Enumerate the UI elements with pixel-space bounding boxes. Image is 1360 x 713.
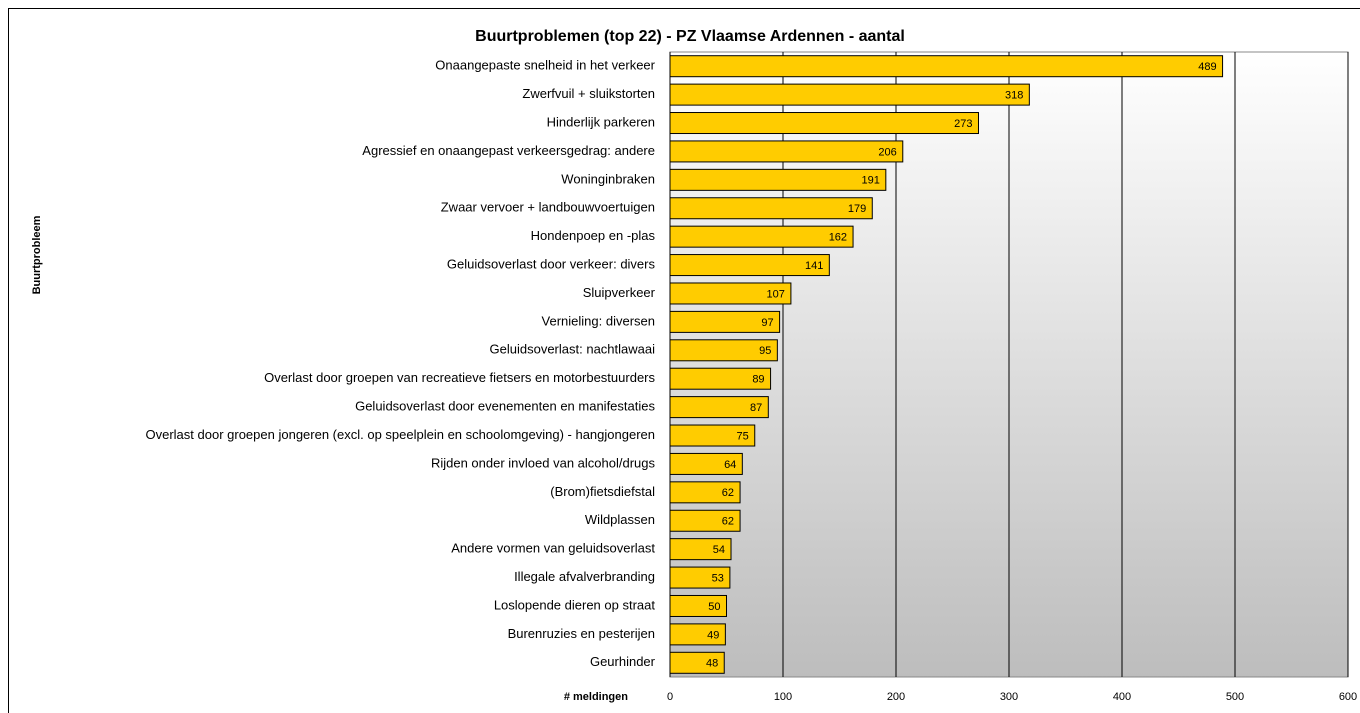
y-tick-label: Overlast door groepen jongeren (excl. op… [146,427,656,442]
value-label: 75 [737,430,749,442]
chart-title: Buurtproblemen (top 22) - PZ Vlaamse Ard… [475,28,905,45]
y-tick-label: Geluidsoverlast door evenementen en mani… [355,399,655,414]
y-tick-label: Loslopende dieren op straat [494,597,656,612]
y-tick-label: Agressief en onaangepast verkeersgedrag:… [362,143,655,158]
value-label: 141 [805,260,823,272]
value-label: 318 [1005,90,1023,102]
value-label: 62 [722,516,734,528]
value-label: 97 [761,317,773,329]
value-label: 89 [752,374,764,386]
chart-border [8,8,1360,713]
bar [669,481,741,504]
bar [669,83,1030,106]
y-tick-label: Illegale afvalverbranding [514,569,655,584]
value-label: 48 [706,658,718,670]
bar [669,509,741,532]
x-tick-label: 0 [667,691,673,703]
bar [669,396,769,419]
x-tick-label: 500 [1226,691,1244,703]
y-tick-label: Wildplassen [585,512,655,527]
bar [669,282,792,305]
x-tick-label: 200 [887,691,905,703]
y-tick-label: Rijden onder invloed van alcohol/drugs [431,455,656,470]
y-tick-label: Hinderlijk parkeren [547,114,655,129]
bar [669,651,725,674]
y-tick-label: Andere vormen van geluidsoverlast [451,541,655,556]
y-tick-label: Zwerfvuil + sluikstorten [522,86,655,101]
y-axis-label: Buurtprobleem [31,215,43,294]
value-label: 50 [708,601,720,613]
value-label: 107 [767,288,785,300]
y-tick-label: Vernieling: diversen [542,313,655,328]
bar [669,538,732,561]
x-tick-label: 300 [1000,691,1018,703]
bar [669,168,887,191]
y-tick-label: Onaangepaste snelheid in het verkeer [435,58,655,73]
x-axis-label: # meldingen [564,691,628,703]
bar [669,594,727,617]
y-tick-label: Geluidsoverlast: nachtlawaai [490,342,656,357]
value-label: 87 [750,402,762,414]
value-label: 489 [1198,61,1216,73]
bar [669,367,772,390]
value-label: 162 [829,232,847,244]
bar [669,55,1224,78]
bar [669,112,979,135]
value-label: 53 [712,572,724,584]
y-tick-label: Sluipverkeer [583,285,656,300]
y-tick-label: Hondenpoep en -plas [531,228,656,243]
value-label: 206 [878,146,896,158]
bar [669,140,904,163]
y-tick-label: Geurhinder [590,654,656,669]
bar [669,197,873,220]
bar [669,424,756,447]
value-label: 95 [759,345,771,357]
x-tick-label: 600 [1339,691,1357,703]
value-label: 49 [707,629,719,641]
bar [669,310,781,333]
y-tick-label: Woninginbraken [561,171,655,186]
bar [669,254,830,277]
bar [669,566,731,589]
y-tick-label: Burenruzies en pesterijen [508,626,655,641]
value-label: 179 [848,203,866,215]
value-label: 191 [861,175,879,187]
y-tick-label: Overlast door groepen van recreatieve fi… [264,370,655,385]
bar [669,623,726,646]
x-tick-label: 400 [1113,691,1131,703]
bar [669,225,854,248]
x-tick-label: 100 [774,691,792,703]
bar [669,452,743,475]
value-label: 62 [722,487,734,499]
value-label: 273 [954,118,972,130]
value-label: 64 [724,459,736,471]
bar [669,339,778,362]
value-label: 54 [713,544,725,556]
y-tick-label: (Brom)fietsdiefstal [550,484,655,499]
y-tick-label: Zwaar vervoer + landbouwvoertuigen [441,200,655,215]
y-tick-label: Geluidsoverlast door verkeer: divers [447,257,656,272]
